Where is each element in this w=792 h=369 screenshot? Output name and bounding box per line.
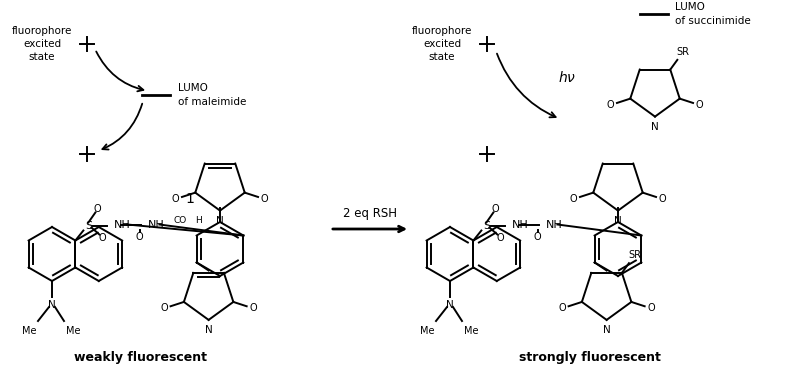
Text: SR: SR: [628, 250, 642, 260]
Text: S: S: [483, 221, 490, 231]
Text: 2 eq RSH: 2 eq RSH: [343, 207, 397, 220]
Text: NH: NH: [546, 220, 562, 230]
Text: S: S: [85, 221, 92, 231]
Text: fluorophore: fluorophore: [12, 26, 72, 36]
Text: Me: Me: [420, 326, 434, 336]
Text: strongly fluorescent: strongly fluorescent: [519, 351, 661, 363]
Text: of succinimide: of succinimide: [675, 16, 751, 26]
Text: O: O: [696, 100, 703, 110]
Text: LUMO: LUMO: [675, 2, 705, 12]
Text: N: N: [651, 122, 659, 132]
Text: N: N: [446, 300, 454, 310]
Text: O: O: [93, 203, 101, 214]
Text: O: O: [249, 303, 257, 313]
Text: O: O: [492, 203, 499, 214]
Text: N: N: [205, 325, 212, 335]
Text: excited: excited: [423, 39, 461, 49]
Text: O: O: [497, 232, 505, 242]
Text: O: O: [172, 194, 179, 204]
Text: 1: 1: [185, 192, 195, 206]
Text: N: N: [603, 325, 611, 335]
Text: N: N: [216, 215, 224, 225]
Text: O: O: [569, 194, 577, 204]
Text: NH: NH: [512, 220, 528, 230]
Text: fluorophore: fluorophore: [412, 26, 472, 36]
Text: weakly fluorescent: weakly fluorescent: [74, 351, 207, 363]
Text: N: N: [48, 300, 56, 310]
Text: LUMO: LUMO: [178, 83, 208, 93]
Text: of maleimide: of maleimide: [178, 97, 246, 107]
Text: excited: excited: [23, 39, 61, 49]
Text: O: O: [607, 100, 614, 110]
Text: state: state: [428, 52, 455, 62]
Text: $h\nu$: $h\nu$: [558, 69, 576, 85]
Text: O: O: [160, 303, 168, 313]
Text: SR: SR: [676, 47, 690, 57]
Text: state: state: [29, 52, 55, 62]
Text: NH: NH: [113, 220, 130, 230]
Text: O: O: [558, 303, 565, 313]
Text: CO: CO: [173, 215, 187, 224]
Text: O: O: [659, 194, 667, 204]
Text: O: O: [135, 231, 143, 241]
Text: N: N: [614, 215, 622, 225]
Text: O: O: [534, 231, 541, 241]
Text: Me: Me: [21, 326, 36, 336]
Text: O: O: [648, 303, 655, 313]
Text: Me: Me: [66, 326, 81, 336]
Text: NH: NH: [147, 220, 164, 230]
Text: H: H: [195, 215, 202, 224]
Text: Me: Me: [464, 326, 478, 336]
Text: O: O: [261, 194, 268, 204]
Text: O: O: [98, 232, 106, 242]
